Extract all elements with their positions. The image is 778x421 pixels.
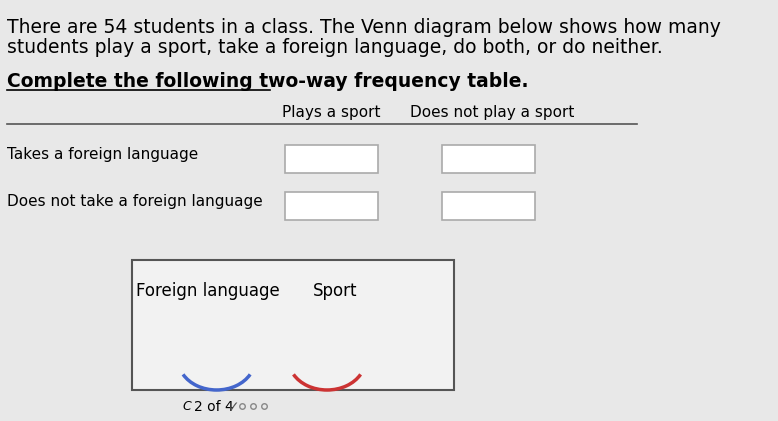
FancyBboxPatch shape <box>285 192 378 220</box>
Text: Does not take a foreign language: Does not take a foreign language <box>7 194 262 209</box>
FancyBboxPatch shape <box>442 192 535 220</box>
Text: Complete the following two-way frequency table.: Complete the following two-way frequency… <box>7 72 528 91</box>
Text: students play a sport, take a foreign language, do both, or do neither.: students play a sport, take a foreign la… <box>7 38 663 57</box>
Text: There are 54 students in a class. The Venn diagram below shows how many: There are 54 students in a class. The Ve… <box>7 18 720 37</box>
Text: Foreign language: Foreign language <box>136 282 280 300</box>
Text: Takes a foreign language: Takes a foreign language <box>7 147 198 162</box>
FancyBboxPatch shape <box>285 145 378 173</box>
Text: Sport: Sport <box>314 282 358 300</box>
FancyBboxPatch shape <box>131 260 454 390</box>
Text: ✓: ✓ <box>228 400 240 414</box>
FancyBboxPatch shape <box>442 145 535 173</box>
Text: Plays a sport: Plays a sport <box>282 105 380 120</box>
Text: Does not play a sport: Does not play a sport <box>411 105 575 120</box>
Text: 2 of 4: 2 of 4 <box>194 400 233 414</box>
Text: C: C <box>183 400 191 413</box>
